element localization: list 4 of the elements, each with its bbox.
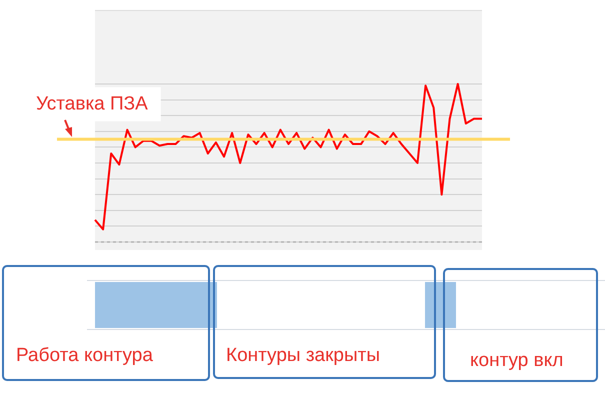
text: Контуры закрыты xyxy=(226,345,380,367)
text: Работа контура xyxy=(16,345,153,367)
text: контур вкл xyxy=(470,350,564,372)
ref-line-label: Уставка ПЗА xyxy=(36,94,148,115)
